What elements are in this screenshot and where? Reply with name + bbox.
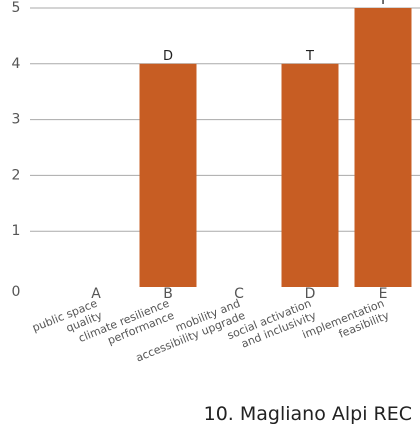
x-tick-label: A [91,286,101,302]
y-axis-ticks: 0 1 2 3 4 5 [12,0,21,300]
x-tick-label: E [379,286,388,302]
bar-D [281,63,339,287]
y-tick-label: 1 [12,223,21,239]
x-tick-label: B [163,286,173,302]
bar-E [354,8,412,287]
x-tick-label: C [234,286,244,302]
chart-title: 10. Magliano Alpi REC [203,403,412,425]
y-tick-label: 3 [12,112,21,128]
bar-data-label: D [163,49,173,64]
bar-B [139,63,197,287]
x-tick-label: D [305,286,316,302]
bar-data-label: T [305,49,314,64]
bars [139,8,412,287]
y-tick-label: 2 [12,167,21,183]
bar-labels: D T I [163,0,385,64]
y-tick-label: 4 [12,56,21,72]
y-tick-label: 5 [12,0,21,16]
y-tick-label: 0 [12,284,21,300]
category-description: implementationfeasibility [300,297,391,354]
x-axis-ticks: A B C D E [91,286,387,302]
bar-data-label: I [381,0,385,8]
